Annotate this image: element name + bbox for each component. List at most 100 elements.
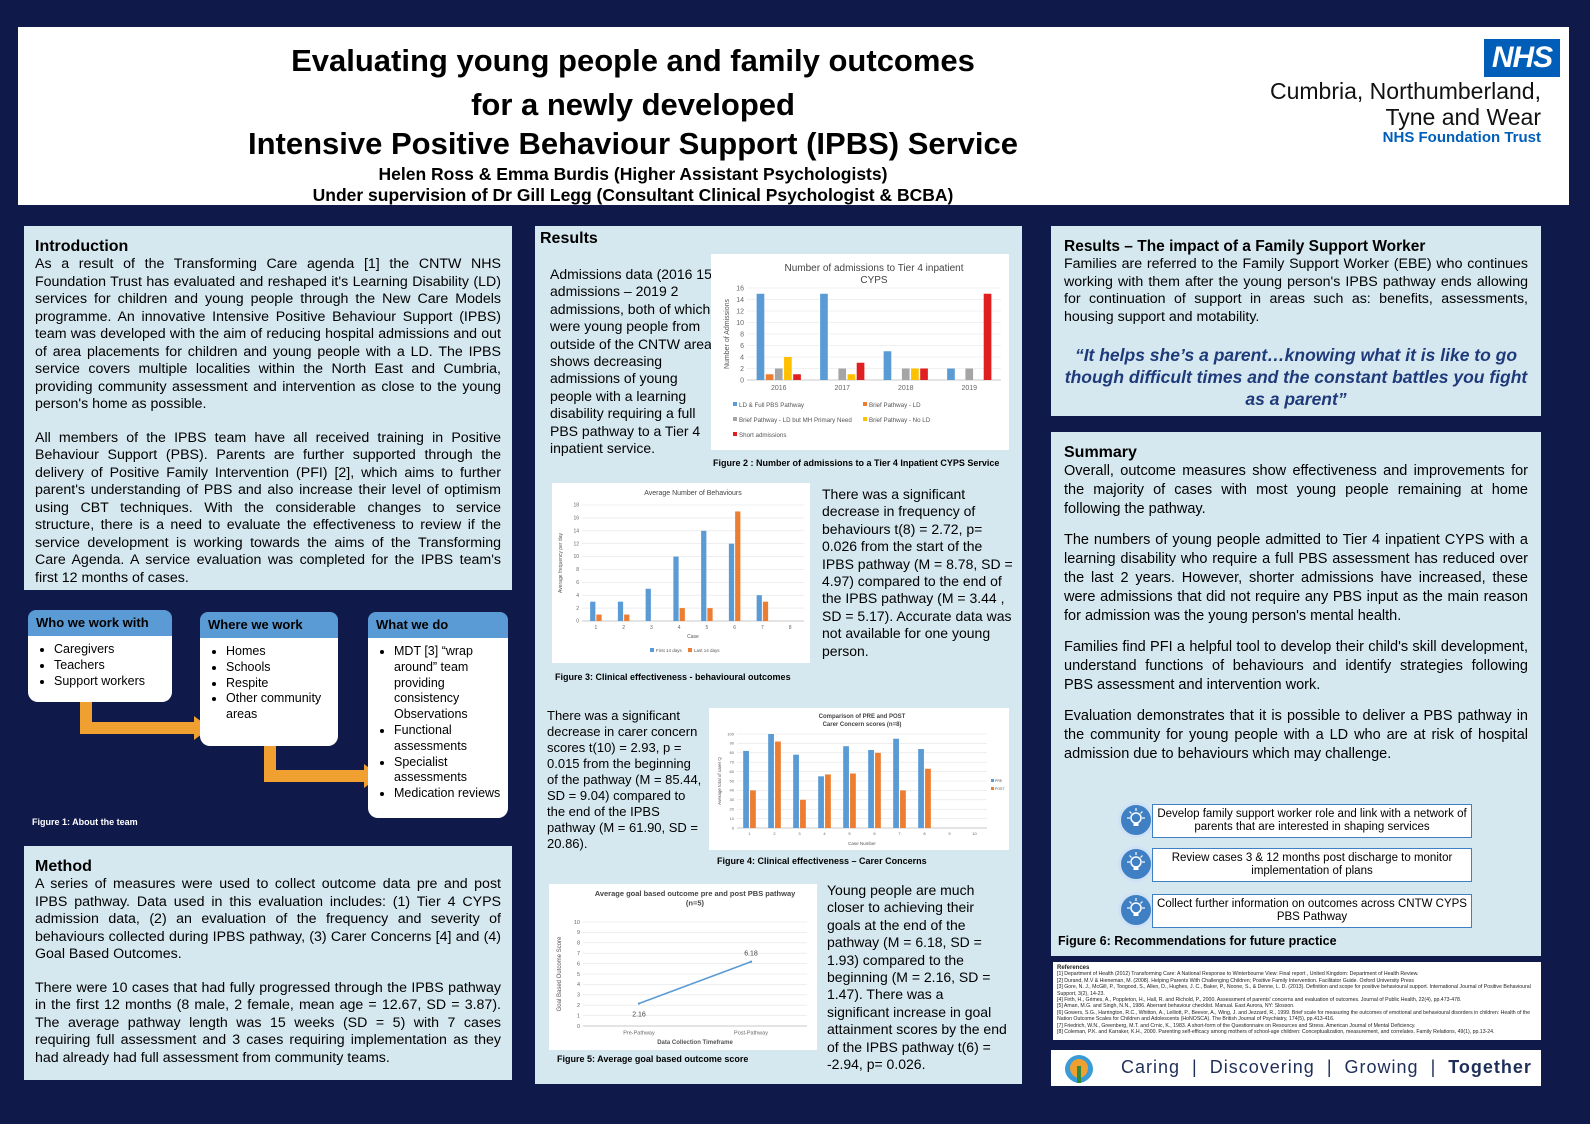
x-tick-label: 6 [873, 831, 876, 836]
x-tick-label: 3 [798, 831, 801, 836]
list-item: MDT [3] “wrap around” team providing con… [394, 644, 502, 723]
y-tick-label: 8 [577, 941, 580, 947]
bar [701, 530, 707, 621]
y-tick-label: 9 [577, 930, 580, 936]
reference-item: [3] Gore, N. J., McGill, P., Toogood, S.… [1057, 984, 1531, 997]
y-tick-label: 50 [730, 778, 735, 783]
y-tick-label: 4 [740, 354, 744, 361]
list-item: Support workers [54, 674, 166, 690]
org-line-2: Tyne and Wear [1385, 104, 1541, 130]
y-tick-label: 6 [576, 580, 579, 586]
y-tick-label: 2 [740, 366, 744, 373]
reference-item: [5] Aman, M.G. and Singh, N.N., 1986. Ab… [1057, 1003, 1295, 1010]
series-line [638, 960, 752, 1005]
goal-outcome-chart-svg: Average goal based outcome pre and post … [557, 889, 807, 1046]
introduction-title: Introduction [35, 238, 129, 255]
figure-1-caption: Figure 1: About the team [32, 817, 138, 827]
summary-title: Summary [1064, 444, 1137, 461]
x-tick-label: 7 [898, 831, 901, 836]
bar [756, 595, 762, 621]
bar [925, 768, 931, 828]
bar [875, 752, 881, 828]
header: Evaluating young people and family outco… [18, 27, 1569, 205]
x-tick-label: 9 [948, 831, 951, 836]
y-tick-label: 90 [730, 741, 735, 746]
legend-label: LD & Full PBS Pathway [739, 402, 805, 409]
y-tick-label: 7 [577, 951, 580, 957]
recommendation-3: Collect further information on outcomes … [1118, 892, 1478, 928]
behaviours-chart-svg: Average Number of Behaviours024681012141… [558, 490, 804, 653]
bar [756, 293, 765, 380]
y-tick-label: 8 [740, 331, 744, 338]
y-tick-label: 14 [736, 297, 744, 304]
poster-title-line-2: for a newly developed [471, 87, 795, 122]
references-box: References [1] Department of Health (201… [1053, 962, 1541, 1040]
y-tick-label: 100 [727, 731, 734, 736]
nhs-logo: NHS [1484, 39, 1560, 77]
results-text-behaviours: There was a significant decrease in freq… [822, 486, 1013, 659]
bar [768, 734, 774, 828]
x-tick-label: 1 [594, 625, 597, 631]
bar [624, 614, 630, 621]
bar [617, 601, 624, 621]
who-we-work-with-list: Caregivers Teachers Support workers [36, 642, 166, 689]
x-axis-label: Case Number [848, 841, 876, 846]
y-tick-label: 2 [577, 1003, 580, 1009]
x-axis-label: Case [687, 634, 699, 640]
tagline-separator: | [1430, 1057, 1437, 1077]
y-tick-label: 2 [576, 606, 579, 612]
y-tick-label: 16 [736, 285, 744, 292]
bar [590, 601, 596, 621]
x-tick-label: 2 [622, 625, 625, 631]
y-tick-label: 20 [730, 807, 735, 812]
x-tick-label: 2 [773, 831, 776, 836]
behaviours-chart: Average Number of Behaviours 0 2 4 6 8 10 12 14 1… [552, 483, 810, 663]
results-text-carer: There was a significant decrease in care… [547, 708, 702, 851]
method-title: Method [35, 858, 92, 875]
results-panel: Results Admissions data (2016 15 admissi… [535, 226, 1022, 1084]
figure-5-caption: Figure 5: Average goal based outcome sco… [557, 1054, 749, 1064]
y-tick-label: 10 [736, 320, 744, 327]
bar [947, 368, 955, 380]
legend-label: POST [995, 787, 1005, 791]
y-tick-label: 0 [740, 377, 744, 384]
x-tick-label: 6 [733, 625, 736, 631]
legend-label: Brief Pathway - LD but MH Primary Need [739, 417, 852, 424]
goal-outcome-chart: Average goal based outcome pre and post … [549, 884, 817, 1050]
bar [901, 368, 910, 380]
reference-item: [4] Firth, H., Grimes, A., Poppleton, H.… [1057, 997, 1462, 1004]
list-item: Schools [226, 660, 332, 676]
reference-item: [2] Durand, M.V & Hieneman, M. (2008). H… [1057, 977, 1414, 984]
x-tick-label: 5 [705, 625, 708, 631]
supervision: Under supervision of Dr Gill Legg (Consu… [312, 185, 954, 205]
legend-label: PRE [995, 779, 1003, 783]
x-tick-label: 8 [923, 831, 926, 836]
summary-paragraph-1: Overall, outcome measures show effective… [1064, 463, 1528, 517]
y-tick-label: 80 [730, 750, 735, 755]
where-we-work-box: Where we work Homes Schools Respite Othe… [200, 612, 338, 746]
y-tick-label: 70 [730, 760, 735, 765]
results-title: Results [540, 230, 598, 247]
poster-title-line-3: Intensive Positive Behaviour Support (IP… [247, 126, 1019, 161]
bar [762, 601, 769, 621]
list-item: Caregivers [54, 642, 166, 658]
x-tick-label: 2019 [961, 385, 977, 392]
x-tick-label: 4 [678, 625, 681, 631]
legend-swatch [650, 648, 654, 652]
summary-paragraph-4: Evaluation demonstrates that it is possi… [1064, 708, 1528, 762]
reference-item: [1] Department of Health (2012) Transfor… [1057, 971, 1419, 978]
results-text-admissions: Admissions data (2016 15 admissions – 20… [550, 266, 717, 457]
chart-title: CYPS [860, 275, 888, 286]
bar [843, 746, 849, 828]
bar [735, 511, 741, 621]
y-tick-label: 40 [730, 788, 735, 793]
y-tick-label: 4 [577, 982, 580, 988]
admissions-chart-svg: Number of admissions to Tier 4 inpatient… [724, 263, 1001, 439]
y-tick-label: 60 [730, 769, 735, 774]
legend-swatch [733, 417, 737, 421]
what-we-do-title: What we do [368, 612, 508, 638]
introduction-panel: Introduction As a result of the Transfor… [24, 226, 512, 590]
tagline-together: Together [1448, 1057, 1532, 1077]
tagline-discovering: Discovering [1209, 1057, 1315, 1077]
references-title: References [1057, 965, 1090, 971]
